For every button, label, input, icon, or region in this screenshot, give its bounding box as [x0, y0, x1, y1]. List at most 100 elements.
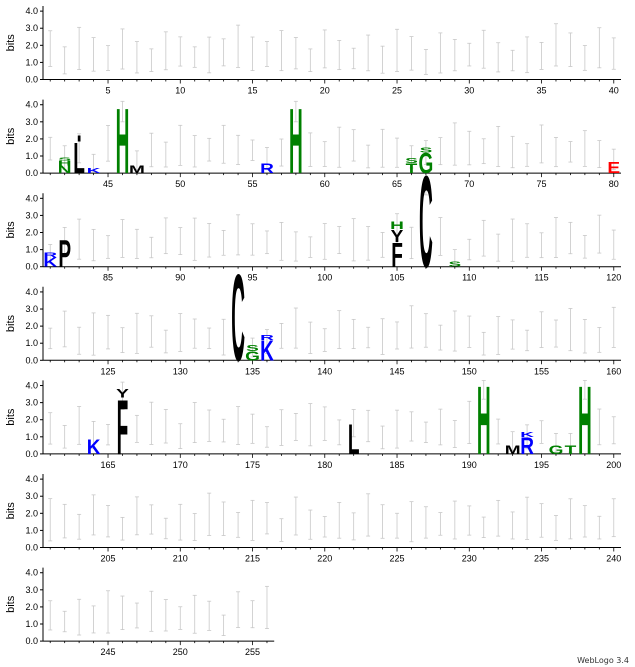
y-axis-label: bits — [5, 34, 17, 52]
x-tick-label: 185 — [390, 460, 405, 470]
logo-letter: H — [477, 366, 491, 474]
x-tick-label: 210 — [173, 554, 188, 564]
y-tick-label: 3.0 — [25, 117, 38, 127]
logo-letter: F — [117, 384, 129, 472]
y-axis-label: bits — [5, 127, 17, 145]
y-tick-label: 3.0 — [25, 304, 38, 314]
x-tick-label: 150 — [462, 366, 477, 376]
y-axis-label: bits — [5, 502, 17, 520]
x-tick-label: 175 — [245, 460, 260, 470]
x-tick-label: 115 — [534, 273, 548, 283]
logo-letter: K — [520, 431, 535, 439]
y-tick-label: 1.0 — [25, 432, 38, 442]
x-tick-label: 245 — [101, 647, 116, 657]
logo-letter: K — [87, 167, 102, 175]
x-tick-label: 40 — [609, 86, 619, 96]
x-tick-label: 255 — [245, 647, 260, 657]
y-axis-label: bits — [5, 408, 17, 426]
logo-row: 0.0 1.0 2.0 3.0 4.0 bits 205 210 215 220 225 230 235… — [5, 474, 621, 564]
logo-letter: C — [419, 149, 433, 295]
y-tick-label: 1.0 — [25, 245, 38, 255]
x-tick-label: 180 — [317, 460, 332, 470]
x-tick-label: 65 — [392, 179, 402, 189]
x-tick-label: 120 — [606, 273, 621, 283]
x-tick-label: 190 — [462, 460, 477, 470]
x-tick-label: 235 — [534, 554, 549, 564]
y-tick-label: 0.0 — [25, 449, 38, 459]
y-tick-label: 1.0 — [25, 338, 38, 348]
y-tick-label: 0.0 — [25, 262, 38, 272]
logo-letter: S — [58, 156, 71, 161]
logo-row: 0.0 1.0 2.0 3.0 4.0 bits 5 10 15 20 25 30 35 40 — [5, 6, 621, 96]
y-axis-label: bits — [5, 221, 17, 239]
y-axis-label: bits — [5, 314, 17, 332]
x-tick-label: 85 — [103, 273, 113, 283]
x-tick-label: 130 — [173, 366, 188, 376]
y-tick-label: 4.0 — [25, 568, 38, 578]
x-tick-label: 75 — [537, 179, 547, 189]
x-tick-label: 125 — [101, 366, 116, 376]
x-tick-label: 50 — [175, 179, 185, 189]
logo-letter: K — [260, 336, 274, 368]
logo-letter: T — [406, 160, 418, 176]
logo-letter: H — [578, 366, 592, 474]
x-tick-label: 195 — [534, 460, 549, 470]
logo-letter: R — [260, 334, 275, 342]
y-tick-label: 3.0 — [25, 398, 38, 408]
x-tick-label: 45 — [103, 179, 113, 189]
x-tick-label: 15 — [248, 86, 258, 96]
x-tick-label: 165 — [101, 460, 116, 470]
y-tick-label: 1.0 — [25, 525, 38, 535]
logo-letter: R — [260, 160, 274, 176]
y-tick-label: 2.0 — [25, 415, 38, 425]
logo-letter: C — [231, 248, 245, 386]
y-tick-label: 2.0 — [25, 508, 38, 518]
x-tick-label: 110 — [462, 273, 476, 283]
logo-letter: K — [43, 256, 57, 270]
x-tick-label: 70 — [464, 179, 474, 189]
y-tick-label: 2.0 — [25, 134, 38, 144]
y-tick-label: 4.0 — [25, 100, 38, 110]
x-tick-label: 205 — [101, 554, 116, 564]
x-tick-label: 215 — [245, 554, 260, 564]
x-tick-label: 35 — [537, 86, 547, 96]
logo-letter: N — [58, 164, 72, 176]
x-tick-label: 5 — [106, 86, 111, 96]
y-tick-label: 4.0 — [25, 381, 38, 391]
x-tick-label: 100 — [317, 273, 332, 283]
logo-letter: S — [448, 261, 461, 269]
y-tick-label: 0.0 — [25, 355, 38, 365]
logo-letter: E — [607, 159, 620, 177]
y-tick-label: 1.0 — [25, 57, 38, 67]
x-tick-label: 250 — [173, 647, 188, 657]
x-tick-label: 140 — [317, 366, 332, 376]
weblogo-version-label: WebLogo 3.4 — [577, 656, 629, 665]
logo-row: 0.0 1.0 2.0 3.0 4.0 bits 125 130 135 140 145 150 155… — [5, 248, 621, 386]
x-tick-label: 90 — [175, 273, 185, 283]
y-tick-label: 0.0 — [25, 636, 38, 646]
y-tick-label: 4.0 — [25, 193, 38, 203]
y-tick-label: 2.0 — [25, 602, 38, 612]
y-tick-label: 3.0 — [25, 491, 38, 501]
y-tick-label: 1.0 — [25, 619, 38, 629]
y-tick-label: 4.0 — [25, 474, 38, 484]
x-tick-label: 145 — [390, 366, 405, 376]
logo-letter: H — [289, 90, 303, 194]
logo-letter: H — [116, 90, 130, 194]
logo-row: 0.0 1.0 2.0 3.0 4.0 bits 85 90 95 100 105 110 115 120… — [5, 149, 621, 295]
x-tick-label: 170 — [173, 460, 188, 470]
x-tick-label: 25 — [392, 86, 402, 96]
logo-letter: S — [246, 344, 259, 353]
logo-letter: L — [73, 134, 85, 183]
logo-letter: H — [390, 220, 404, 232]
logo-letter: S — [420, 147, 433, 155]
y-tick-label: 2.0 — [25, 321, 38, 331]
logo-letter: R — [520, 433, 534, 459]
logo-letter: L — [348, 416, 360, 464]
x-tick-label: 95 — [248, 273, 258, 283]
logo-row: 0.0 1.0 2.0 3.0 4.0 bits 165 170 175 180 185 190 195… — [5, 366, 621, 474]
logo-letter: S — [405, 157, 418, 165]
logo-letter: G — [549, 444, 564, 457]
